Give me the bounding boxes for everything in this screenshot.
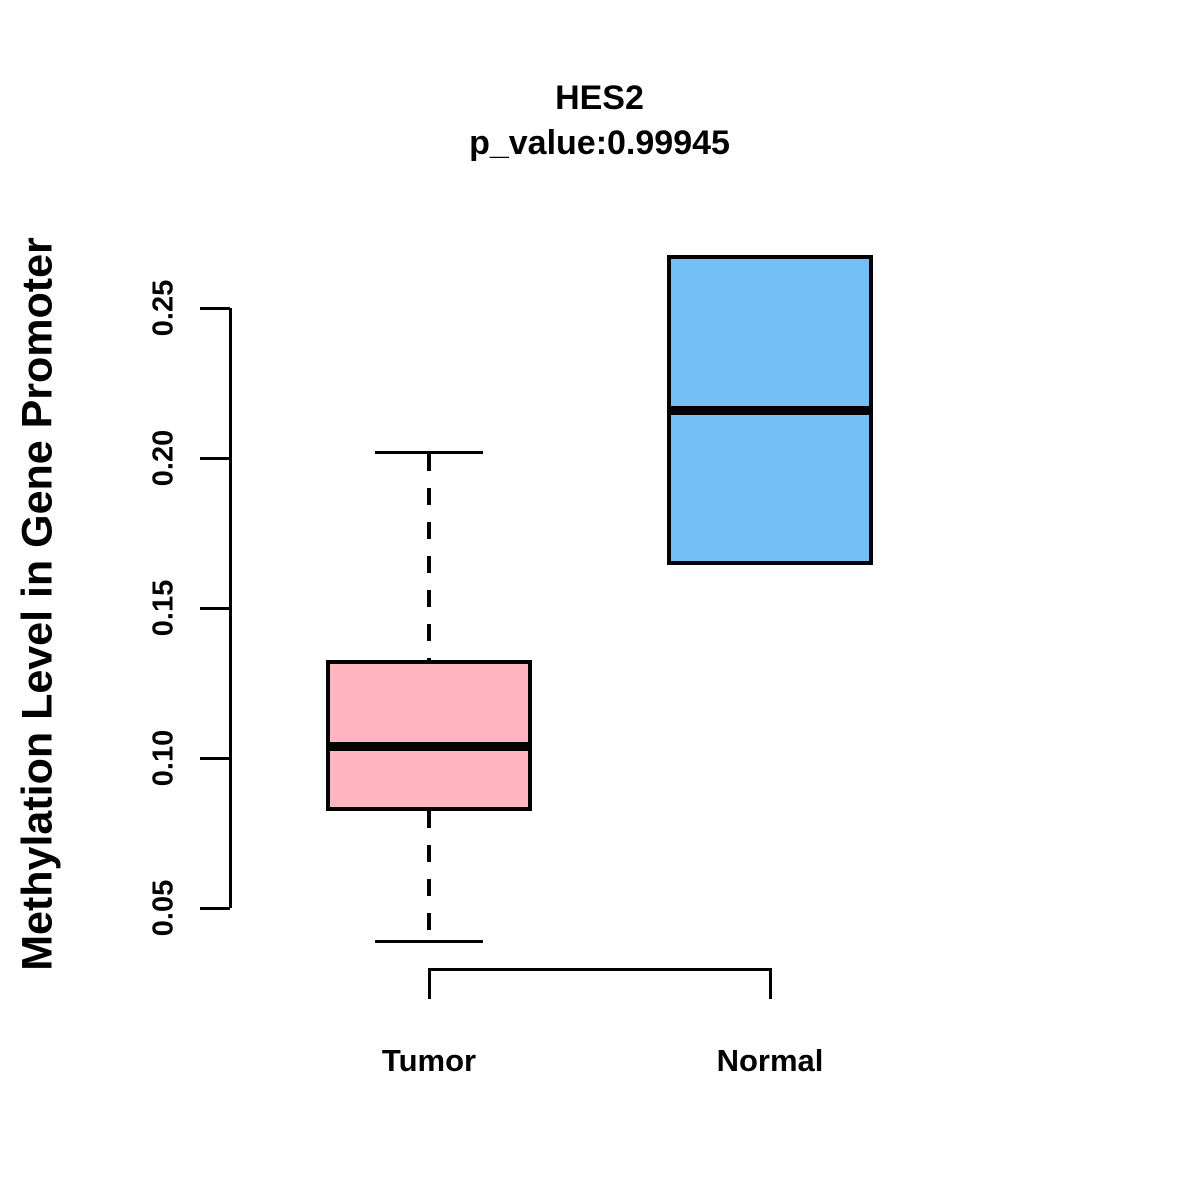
box-tumor <box>326 660 532 811</box>
y-tick-label: 0.05 <box>147 879 180 937</box>
chart-subtitle: p_value:0.99945 <box>469 124 730 162</box>
x-category-label-normal: Normal <box>716 1043 824 1078</box>
x-axis-tick <box>428 968 431 999</box>
y-axis-tick <box>200 307 230 310</box>
y-axis-line <box>229 308 232 908</box>
median-line-normal <box>667 406 873 415</box>
y-axis-tick <box>200 907 230 910</box>
y-axis-tick <box>200 457 230 460</box>
y-tick-label: 0.20 <box>147 429 180 487</box>
x-axis-line <box>428 968 771 971</box>
upper-whisker-cap <box>375 451 483 454</box>
title-block: HES2 p_value:0.99945 <box>0 76 1199 166</box>
y-tick-label: 0.15 <box>147 579 180 637</box>
chart-title: HES2 <box>555 79 644 117</box>
lower-whisker-cap <box>375 940 483 943</box>
upper-whisker-stem <box>427 454 431 662</box>
median-line-tumor <box>326 742 532 751</box>
y-tick-label: 0.10 <box>147 729 180 787</box>
x-axis-tick <box>769 968 772 999</box>
y-axis-tick <box>200 607 230 610</box>
x-category-label-tumor: Tumor <box>381 1043 477 1078</box>
y-axis-title: Methylation Level in Gene Promoter <box>13 237 62 971</box>
y-axis-tick <box>200 757 230 760</box>
y-tick-label: 0.25 <box>147 279 180 337</box>
lower-whisker-stem <box>427 811 431 940</box>
